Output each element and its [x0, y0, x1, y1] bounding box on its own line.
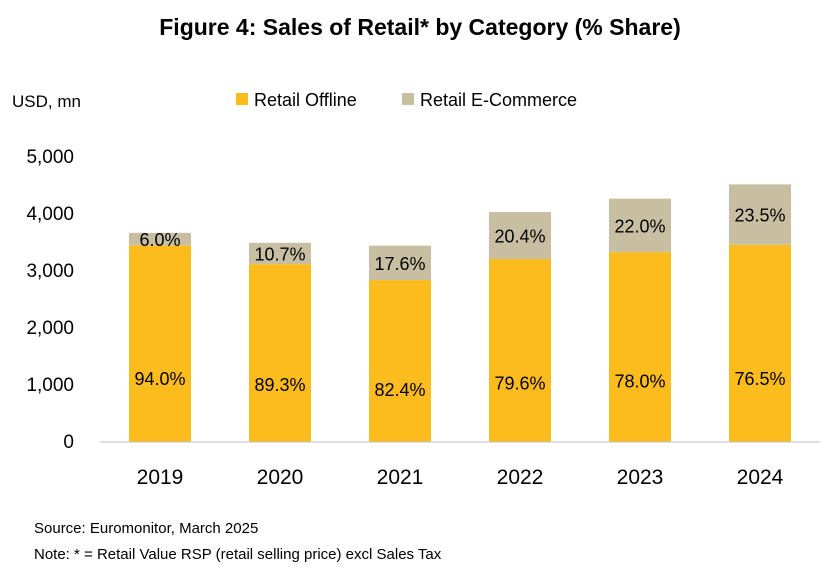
- data-label: 82.4%: [374, 380, 425, 400]
- x-tick-label: 2019: [137, 466, 184, 489]
- bar-retail-ecommerce: [489, 212, 551, 260]
- y-tick-label: 0: [63, 432, 74, 453]
- y-tick-label: 5,000: [26, 147, 74, 168]
- bar-retail-ecommerce: [129, 232, 191, 246]
- data-label: 20.4%: [494, 227, 545, 247]
- bar-retail-offline: [489, 259, 551, 442]
- bar-retail-offline: [729, 244, 791, 442]
- bar-retail-offline: [609, 252, 671, 442]
- x-tick-label: 2020: [257, 466, 304, 489]
- footnote: Note: * = Retail Value RSP (retail selli…: [34, 546, 442, 563]
- data-label: 6.0%: [139, 230, 180, 250]
- bar-retail-ecommerce: [369, 245, 431, 281]
- data-label: 23.5%: [734, 206, 785, 226]
- x-tick-label: 2022: [497, 466, 544, 489]
- source-note: Source: Euromonitor, March 2025: [34, 520, 259, 537]
- y-tick-label: 2,000: [26, 318, 74, 339]
- data-label: 76.5%: [734, 369, 785, 389]
- data-label: 94.0%: [134, 369, 185, 389]
- x-tick-label: 2024: [737, 466, 784, 489]
- chart-title: Figure 4: Sales of Retail* by Category (…: [159, 14, 681, 40]
- y-tick-label: 4,000: [26, 204, 74, 225]
- y-tick-label: 3,000: [26, 261, 74, 282]
- data-label: 79.6%: [494, 373, 545, 393]
- bar-retail-ecommerce: [729, 184, 791, 245]
- bar-retail-offline: [369, 280, 431, 442]
- bar-retail-ecommerce: [249, 242, 311, 265]
- bar-retail-offline: [249, 264, 311, 442]
- y-tick-label: 1,000: [26, 375, 74, 396]
- legend-label: Retail E-Commerce: [420, 90, 577, 110]
- x-tick-label: 2021: [377, 466, 424, 489]
- legend-swatch: [402, 93, 414, 105]
- data-label: 17.6%: [374, 254, 425, 274]
- legend-swatch: [236, 93, 248, 105]
- bar-retail-ecommerce: [609, 198, 671, 253]
- legend-label: Retail Offline: [254, 90, 357, 110]
- data-label: 10.7%: [254, 244, 305, 264]
- data-label: 89.3%: [254, 375, 305, 395]
- data-label: 22.0%: [614, 216, 665, 236]
- x-tick-label: 2023: [617, 466, 664, 489]
- bar-retail-offline: [129, 245, 191, 442]
- data-label: 78.0%: [614, 371, 665, 391]
- y-axis-label: USD, mn: [12, 92, 81, 111]
